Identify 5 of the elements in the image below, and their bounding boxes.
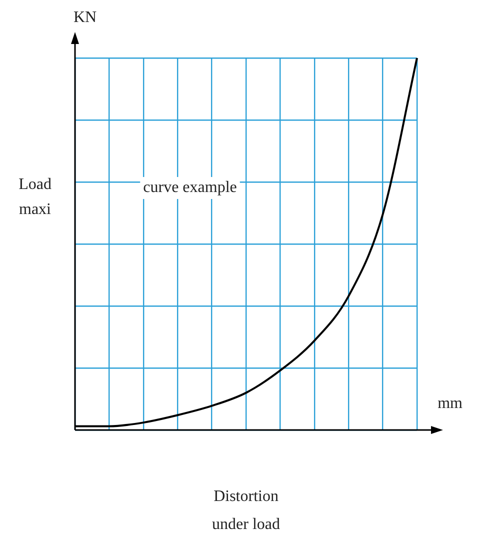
text: mm <box>438 395 463 412</box>
y-axis-title: Load maxi <box>18 176 52 218</box>
x-axis-title: Distortion under load <box>212 488 280 534</box>
text: KN <box>73 9 97 26</box>
annotation: curve example <box>143 179 237 196</box>
